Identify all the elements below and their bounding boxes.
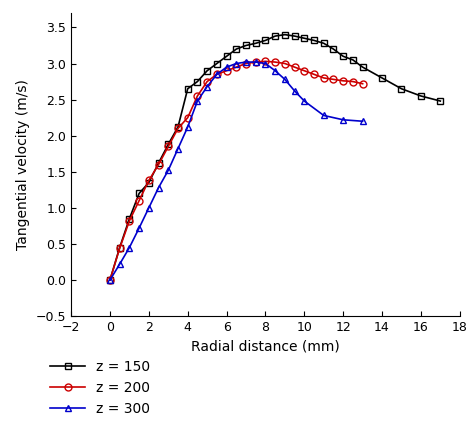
X-axis label: Radial distance (mm): Radial distance (mm) (191, 339, 340, 353)
Y-axis label: Tangential velocity (m/s): Tangential velocity (m/s) (16, 79, 30, 250)
Legend: z = 150, z = 200, z = 300: z = 150, z = 200, z = 300 (45, 355, 156, 422)
